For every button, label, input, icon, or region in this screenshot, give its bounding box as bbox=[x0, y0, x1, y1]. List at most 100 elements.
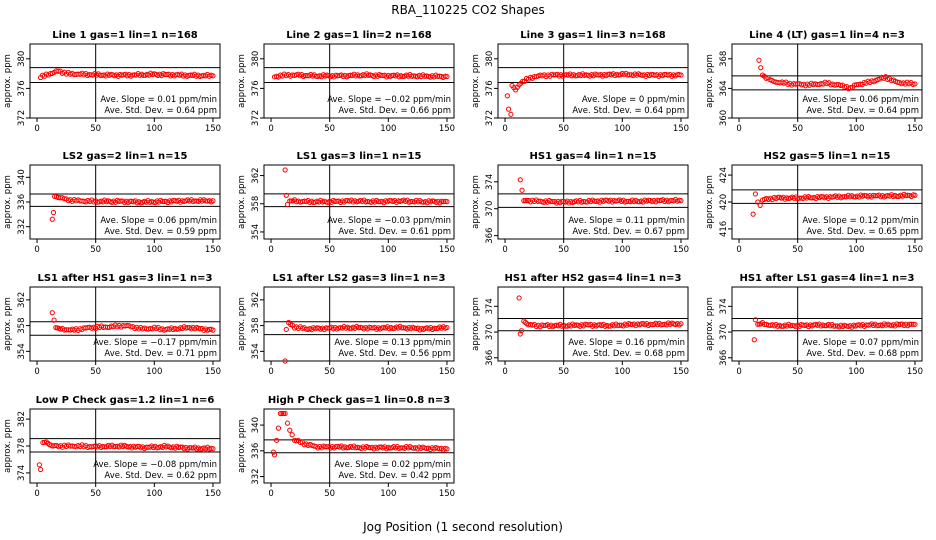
panel-title: HS1 gas=4 lin=1 n=15 bbox=[530, 151, 657, 162]
data-point bbox=[116, 198, 122, 204]
y-tick-label: 376 bbox=[485, 80, 495, 96]
y-tick-label: 376 bbox=[251, 80, 261, 96]
data-point bbox=[516, 295, 522, 301]
x-tick-label: 150 bbox=[907, 245, 923, 255]
x-tick-label: 50 bbox=[792, 367, 803, 377]
data-point bbox=[831, 323, 837, 329]
data-point bbox=[313, 73, 319, 79]
data-point bbox=[505, 106, 512, 112]
y-tick-label: 340 bbox=[17, 169, 27, 185]
data-point bbox=[273, 437, 280, 443]
data-point bbox=[282, 167, 288, 173]
data-point bbox=[757, 202, 763, 208]
series-1 bbox=[282, 319, 450, 364]
x-tick-label: 0 bbox=[736, 245, 741, 255]
x-tick-label: 100 bbox=[380, 489, 396, 499]
data-point bbox=[186, 445, 193, 451]
y-tick-label: 378 bbox=[17, 438, 27, 454]
data-point bbox=[368, 325, 374, 331]
x-tick-label: 150 bbox=[439, 489, 455, 499]
x-tick-label: 0 bbox=[268, 489, 273, 499]
data-point bbox=[49, 216, 55, 222]
data-point bbox=[192, 198, 198, 204]
std-dev-annotation: Ave. Std. Dev. = 0.67 ppm bbox=[572, 227, 685, 237]
data-point bbox=[284, 420, 291, 426]
series-1 bbox=[504, 70, 684, 117]
panel-title: HS2 gas=5 lin=1 n=15 bbox=[764, 151, 891, 162]
x-tick-label: 100 bbox=[848, 367, 864, 377]
panel-4: Line 4 (LT) gas=1 lin=4 n=3 0 50 100 150 360 3… bbox=[705, 30, 923, 134]
x-tick-label: 100 bbox=[380, 245, 396, 255]
x-tick-label: 100 bbox=[614, 245, 630, 255]
slope-annotation: Ave. Slope = −0.17 ppm/min bbox=[93, 338, 217, 348]
data-point bbox=[343, 198, 349, 204]
slope-annotation: Ave. Slope = 0.11 ppm/min bbox=[568, 216, 685, 226]
panel-title: LS1 after HS1 gas=3 lin=1 n=3 bbox=[37, 273, 212, 284]
panel-12: HS1 after LS1 gas=4 lin=1 n=3 0 50 100 150 36… bbox=[705, 273, 923, 377]
y-tick-label: 374 bbox=[485, 298, 495, 314]
y-axis-label: approx. ppm bbox=[3, 297, 13, 351]
x-tick-label: 150 bbox=[205, 245, 221, 255]
data-point bbox=[912, 81, 918, 87]
series-1 bbox=[282, 167, 450, 208]
data-point bbox=[758, 65, 764, 71]
panel-2: Line 2 gas=1 lin=2 n=168 0 50 100 150 372 376 3… bbox=[237, 30, 455, 134]
y-tick-label: 336 bbox=[17, 194, 27, 210]
panel-8: HS2 gas=5 lin=1 n=15 0 50 100 150 416 420 424 ap… bbox=[705, 151, 923, 255]
data-point bbox=[270, 449, 276, 455]
x-tick-label: 50 bbox=[792, 245, 803, 255]
data-point bbox=[375, 199, 381, 205]
panel-13: Low P Check gas=1.2 lin=1 n=6 0 50 100 150 37… bbox=[3, 395, 221, 499]
data-point bbox=[332, 198, 338, 204]
data-point bbox=[594, 72, 600, 78]
x-tick-label: 100 bbox=[848, 245, 864, 255]
panel-7: HS1 gas=4 lin=1 n=15 0 50 100 150 366 370 374 ap… bbox=[471, 151, 689, 255]
data-point bbox=[282, 358, 288, 364]
data-point bbox=[210, 327, 216, 333]
plot-frame bbox=[263, 164, 455, 240]
data-point bbox=[283, 326, 289, 333]
series-1 bbox=[750, 191, 918, 217]
std-dev-annotation: Ave. Std. Dev. = 0.61 ppm bbox=[338, 227, 451, 237]
series-1 bbox=[49, 310, 216, 333]
x-tick-label: 0 bbox=[502, 367, 507, 377]
std-dev-annotation: Ave. Std. Dev. = 0.65 ppm bbox=[806, 227, 919, 237]
series-1 bbox=[36, 439, 216, 473]
x-tick-label: 150 bbox=[205, 124, 221, 134]
std-dev-annotation: Ave. Std. Dev. = 0.68 ppm bbox=[806, 349, 919, 359]
x-tick-label: 100 bbox=[380, 367, 396, 377]
y-tick-label: 336 bbox=[251, 443, 261, 459]
y-tick-label: 354 bbox=[251, 343, 261, 359]
panel-11: HS1 after HS2 gas=4 lin=1 n=3 0 50 100 150 36… bbox=[471, 273, 689, 377]
data-point bbox=[210, 446, 216, 452]
x-tick-label: 0 bbox=[736, 124, 741, 134]
y-tick-label: 354 bbox=[17, 343, 27, 359]
data-point bbox=[288, 198, 294, 204]
panel-title: Low P Check gas=1.2 lin=1 n=6 bbox=[36, 395, 215, 406]
plot-frame bbox=[731, 43, 923, 119]
data-point bbox=[287, 198, 293, 204]
x-tick-label: 50 bbox=[324, 367, 335, 377]
std-dev-annotation: Ave. Std. Dev. = 0.66 ppm bbox=[338, 106, 451, 116]
data-point bbox=[61, 196, 67, 202]
panel-title: LS1 after LS2 gas=3 lin=1 n=3 bbox=[272, 273, 445, 284]
data-point bbox=[635, 198, 641, 205]
x-tick-label: 50 bbox=[90, 367, 101, 377]
data-point bbox=[591, 198, 597, 204]
y-tick-label: 354 bbox=[251, 224, 261, 240]
y-tick-label: 370 bbox=[719, 324, 729, 340]
x-tick-label: 0 bbox=[268, 367, 273, 377]
data-point bbox=[51, 317, 57, 323]
y-tick-label: 358 bbox=[17, 317, 27, 333]
x-tick-label: 0 bbox=[34, 124, 39, 134]
data-point bbox=[333, 444, 339, 450]
x-tick-label: 0 bbox=[502, 124, 507, 134]
x-tick-label: 100 bbox=[146, 489, 162, 499]
figure-x-axis-label: Jog Position (1 second resolution) bbox=[362, 520, 563, 534]
y-tick-label: 372 bbox=[485, 110, 495, 126]
data-point bbox=[910, 321, 916, 327]
data-point bbox=[444, 199, 450, 205]
y-tick-label: 366 bbox=[485, 350, 495, 366]
data-point bbox=[807, 195, 813, 201]
plot-frame bbox=[497, 286, 689, 362]
